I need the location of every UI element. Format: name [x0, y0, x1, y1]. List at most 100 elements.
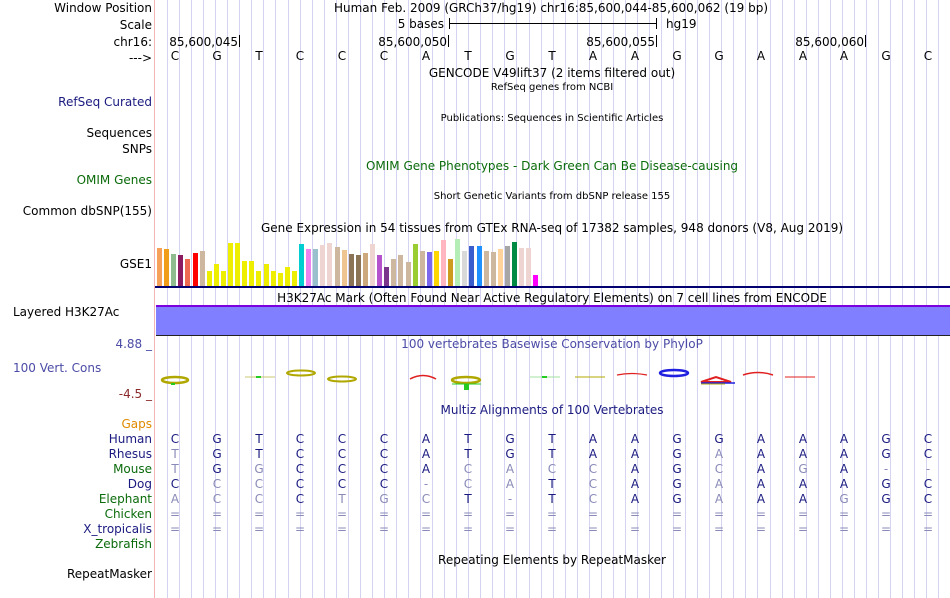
gtex-tissue-bar[interactable]: [164, 249, 170, 288]
gtex-tissue-bar[interactable]: [455, 239, 461, 288]
gtex-tissue-bar[interactable]: [497, 249, 503, 288]
gtex-tissue-bar[interactable]: [249, 261, 255, 288]
gtex-tissue-bar[interactable]: [519, 248, 525, 288]
gtex-tissue-bar[interactable]: [306, 249, 312, 288]
repeatmasker-track-title[interactable]: Repeating Elements by RepeatMasker: [438, 553, 666, 567]
label-separator: [154, 0, 155, 598]
gtex-tissue-bar[interactable]: [284, 267, 290, 288]
gtex-tissue-bar[interactable]: [533, 275, 539, 288]
publications-label-snps[interactable]: SNPs: [122, 142, 152, 156]
alignment-base: A: [588, 432, 598, 446]
sequence-base: G: [672, 49, 682, 63]
alignment-base: =: [838, 507, 850, 521]
alignment-base: =: [420, 522, 432, 536]
gtex-tissue-bar[interactable]: [504, 246, 510, 288]
gtex-bar-chart[interactable]: [155, 237, 950, 288]
refseq-track-title[interactable]: RefSeq genes from NCBI: [490, 82, 614, 93]
gtex-tissue-bar[interactable]: [157, 248, 162, 288]
phylop-track-title[interactable]: 100 vertebrates Basewise Conservation by…: [401, 337, 703, 351]
gtex-tissue-bar[interactable]: [384, 267, 390, 288]
gtex-tissue-bar[interactable]: [235, 243, 241, 288]
multiz-track-title[interactable]: Multiz Alignments of 100 Vertebrates: [440, 403, 664, 417]
species-label[interactable]: Rhesus: [108, 447, 152, 461]
species-label[interactable]: Mouse: [113, 462, 152, 476]
gtex-tissue-bar[interactable]: [291, 271, 297, 288]
gtex-tissue-bar[interactable]: [490, 252, 496, 288]
gtex-tissue-bar[interactable]: [469, 246, 475, 288]
gtex-tissue-bar[interactable]: [327, 243, 333, 288]
publications-label-sequences[interactable]: Sequences: [86, 126, 152, 140]
phylop-glyph-a-red: [742, 371, 774, 376]
gencode-track-title[interactable]: GENCODE V49lift37 (2 items filtered out): [428, 66, 676, 80]
alignment-base: -: [507, 492, 513, 506]
publications-track-title[interactable]: Publications: Sequences in Scientific Ar…: [440, 113, 664, 124]
gtex-tissue-bar[interactable]: [419, 251, 425, 288]
h3k27ac-label[interactable]: Layered H3K27Ac: [13, 305, 120, 319]
gtex-tissue-bar[interactable]: [462, 251, 468, 288]
gtex-tissue-bar[interactable]: [299, 244, 304, 288]
gtex-tissue-bar[interactable]: [263, 264, 269, 288]
repeatmasker-label[interactable]: RepeatMasker: [66, 567, 152, 581]
h3k27ac-track-title[interactable]: H3K27Ac Mark (Often Found Near Active Re…: [277, 291, 827, 305]
species-label[interactable]: X_tropicalis: [83, 522, 152, 536]
gtex-tissue-bar[interactable]: [391, 259, 397, 288]
omim-genes-label[interactable]: OMIM Genes: [76, 173, 152, 187]
alignment-base: A: [756, 447, 766, 461]
gtex-tissue-bar[interactable]: [433, 251, 439, 288]
gtex-tissue-bar[interactable]: [412, 244, 418, 288]
gtex-track-title[interactable]: Gene Expression in 54 tissues from GTEx …: [260, 221, 844, 235]
gtex-tissue-bar[interactable]: [320, 245, 326, 288]
omim-track-title[interactable]: OMIM Gene Phenotypes - Dark Green Can Be…: [365, 159, 739, 173]
species-label[interactable]: Chicken: [104, 507, 152, 521]
gtex-tissue-bar[interactable]: [441, 240, 446, 288]
gtex-tissue-bar[interactable]: [313, 249, 319, 288]
gtex-tissue-bar[interactable]: [512, 242, 517, 288]
gtex-tissue-bar[interactable]: [398, 255, 404, 288]
h3k27ac-signal[interactable]: [156, 305, 950, 336]
phylop-logo[interactable]: [155, 360, 950, 395]
common-dbsnp-label[interactable]: Common dbSNP(155): [22, 204, 152, 218]
refseq-curated-label[interactable]: RefSeq Curated: [58, 95, 152, 109]
gtex-tissue-bar[interactable]: [242, 261, 248, 288]
gtex-tissue-bar[interactable]: [426, 252, 432, 288]
gtex-tissue-bar[interactable]: [476, 246, 482, 288]
alignment-base: =: [713, 522, 725, 536]
phylop-label[interactable]: 100 Vert. Cons: [13, 361, 102, 375]
gtex-tissue-bar[interactable]: [199, 251, 205, 288]
species-label[interactable]: Zebrafish: [95, 537, 152, 551]
gtex-tissue-bar[interactable]: [483, 251, 489, 288]
gtex-tissue-bar[interactable]: [178, 255, 184, 288]
dbsnp-track-title[interactable]: Short Genetic Variants from dbSNP releas…: [433, 191, 671, 202]
alignment-base: -: [925, 462, 931, 476]
alignment-base: T: [548, 447, 556, 461]
species-label[interactable]: Elephant: [98, 492, 152, 506]
gtex-tissue-bar[interactable]: [355, 255, 361, 288]
gtex-tissue-bar[interactable]: [362, 253, 368, 288]
gtex-tissue-bar[interactable]: [228, 243, 233, 288]
gtex-tissue-bar[interactable]: [341, 250, 347, 288]
gtex-tissue-bar[interactable]: [185, 259, 191, 288]
gtex-tissue-bar[interactable]: [220, 271, 226, 288]
alignment-base: A: [839, 462, 849, 476]
gtex-tissue-bar[interactable]: [348, 254, 354, 288]
gtex-tissue-bar[interactable]: [405, 262, 411, 288]
gtex-tissue-bar[interactable]: [256, 271, 262, 288]
gtex-tissue-bar[interactable]: [334, 247, 340, 288]
gtex-tissue-bar[interactable]: [448, 259, 454, 288]
gtex-tissue-bar[interactable]: [526, 248, 532, 288]
alignment-base: G: [672, 462, 682, 476]
species-label[interactable]: Dog: [127, 477, 152, 491]
gtex-tissue-bar[interactable]: [192, 253, 198, 288]
gtex-tissue-bar[interactable]: [270, 271, 276, 288]
gtex-tissue-bar[interactable]: [171, 254, 177, 288]
alignment-base: C: [295, 432, 305, 446]
gtex-tissue-bar[interactable]: [377, 255, 383, 288]
gaps-label[interactable]: Gaps: [121, 417, 152, 431]
gtex-tissue-bar[interactable]: [213, 264, 219, 288]
gtex-tissue-bar[interactable]: [370, 244, 375, 288]
alignment-base: T: [255, 432, 263, 446]
gtex-tissue-bar[interactable]: [277, 273, 283, 288]
gtex-label[interactable]: GSE1: [119, 257, 152, 271]
gtex-tissue-bar[interactable]: [206, 271, 212, 288]
species-label[interactable]: Human: [108, 432, 152, 446]
